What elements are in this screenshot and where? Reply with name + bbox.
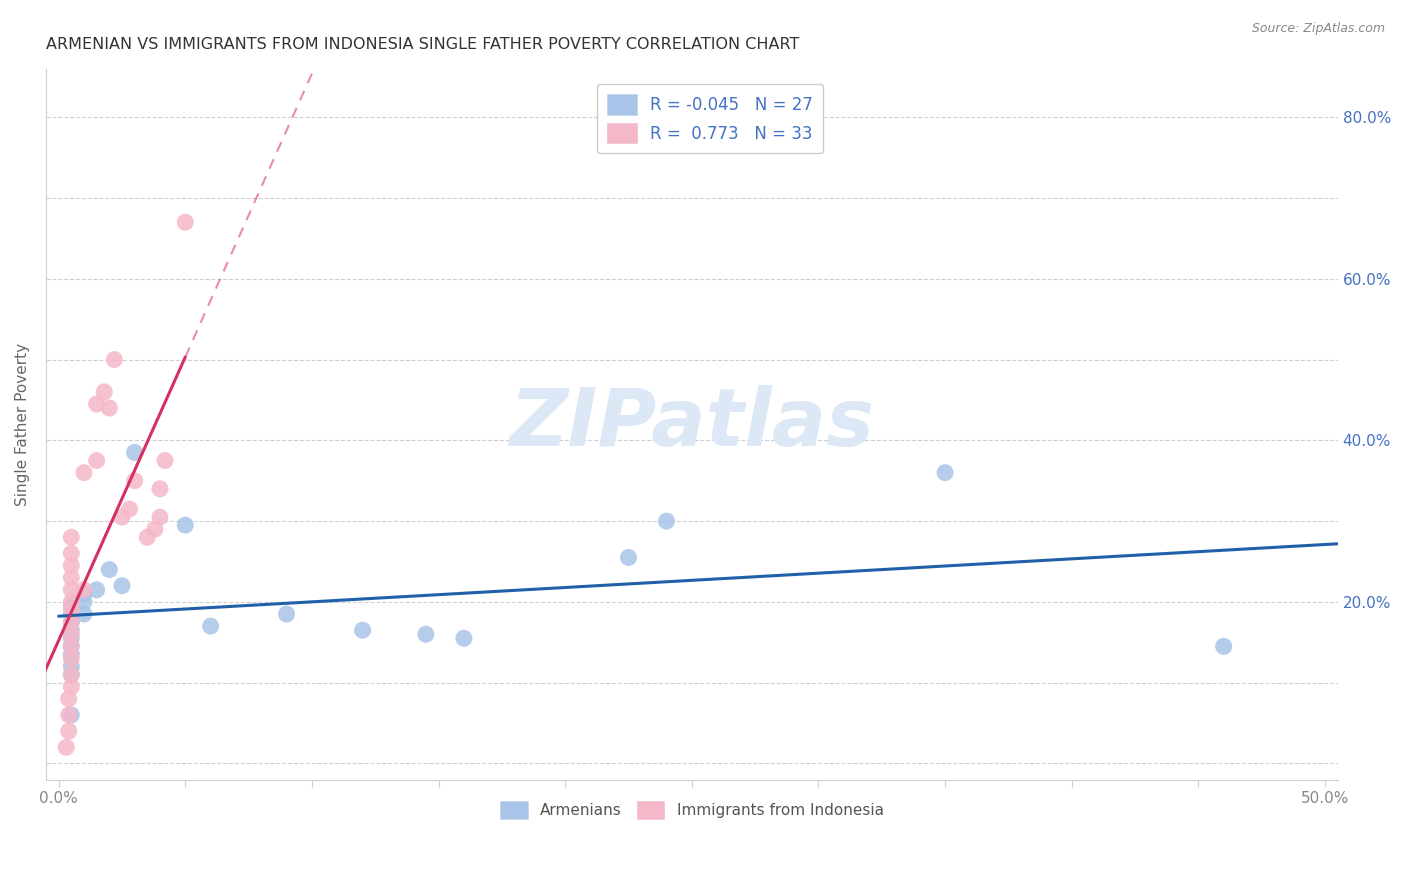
Point	[60, 582, 83, 597]
Point	[58, 691, 80, 706]
Point	[149, 510, 172, 524]
Point	[60, 546, 83, 560]
Point	[617, 550, 640, 565]
Point	[60, 558, 83, 573]
Point	[60, 651, 83, 665]
Point	[174, 518, 197, 533]
Point	[453, 632, 475, 646]
Point	[60, 615, 83, 629]
Point	[124, 474, 146, 488]
Text: ZIPatlas: ZIPatlas	[509, 385, 875, 463]
Point	[93, 384, 115, 399]
Point	[98, 563, 121, 577]
Point	[174, 215, 197, 229]
Text: ARMENIAN VS IMMIGRANTS FROM INDONESIA SINGLE FATHER POVERTY CORRELATION CHART: ARMENIAN VS IMMIGRANTS FROM INDONESIA SI…	[46, 37, 800, 53]
Y-axis label: Single Father Poverty: Single Father Poverty	[15, 343, 30, 506]
Point	[60, 599, 83, 613]
Point	[60, 659, 83, 673]
Point	[60, 640, 83, 654]
Point	[118, 502, 141, 516]
Point	[60, 607, 83, 621]
Point	[143, 522, 166, 536]
Point	[60, 623, 83, 637]
Point	[111, 510, 134, 524]
Point	[60, 595, 83, 609]
Point	[60, 708, 83, 723]
Point	[58, 708, 80, 723]
Point	[60, 603, 83, 617]
Point	[60, 667, 83, 681]
Point	[124, 445, 146, 459]
Point	[103, 352, 125, 367]
Point	[86, 397, 108, 411]
Point	[58, 724, 80, 739]
Point	[352, 623, 374, 637]
Point	[111, 579, 134, 593]
Point	[60, 680, 83, 694]
Point	[153, 453, 176, 467]
Point	[60, 667, 83, 681]
Point	[73, 587, 96, 601]
Point	[73, 607, 96, 621]
Point	[60, 648, 83, 662]
Point	[415, 627, 437, 641]
Point	[60, 640, 83, 654]
Point	[60, 530, 83, 544]
Point	[276, 607, 298, 621]
Point	[60, 627, 83, 641]
Point	[136, 530, 159, 544]
Point	[73, 466, 96, 480]
Legend: Armenians, Immigrants from Indonesia: Armenians, Immigrants from Indonesia	[494, 795, 890, 825]
Point	[149, 482, 172, 496]
Point	[86, 582, 108, 597]
Point	[98, 401, 121, 415]
Text: Source: ZipAtlas.com: Source: ZipAtlas.com	[1251, 22, 1385, 36]
Point	[60, 571, 83, 585]
Point	[200, 619, 222, 633]
Point	[60, 632, 83, 646]
Point	[73, 582, 96, 597]
Point	[1212, 640, 1234, 654]
Point	[60, 615, 83, 629]
Point	[655, 514, 678, 528]
Point	[73, 595, 96, 609]
Point	[934, 466, 956, 480]
Point	[55, 740, 77, 755]
Point	[86, 453, 108, 467]
